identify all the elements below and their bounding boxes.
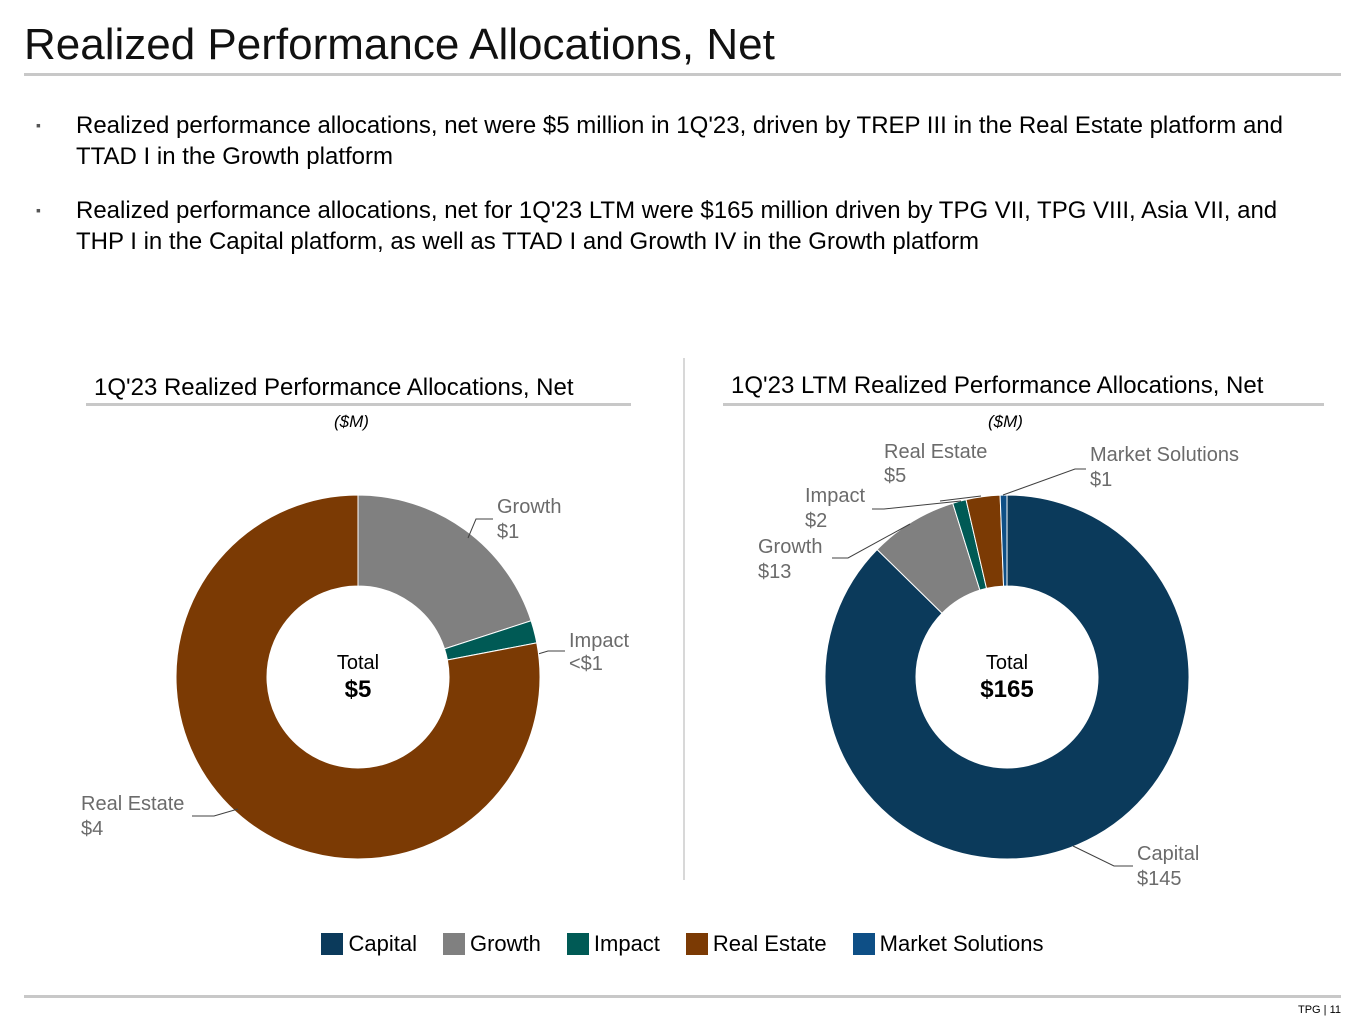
slice-label: Real Estate: [884, 441, 987, 463]
slice-value-label: $4: [81, 818, 103, 840]
donut-center-value: $165: [980, 676, 1033, 703]
bullet-text: Realized performance allocations, net fo…: [76, 197, 1278, 255]
slice-value-label: $145: [1137, 868, 1182, 890]
page-title: Realized Performance Allocations, Net: [24, 20, 775, 69]
legend-swatch: [566, 933, 589, 955]
legend-swatch: [321, 933, 344, 955]
leader-line: [939, 495, 982, 502]
leader-line: [1072, 845, 1133, 867]
slice-value-label: $5: [884, 465, 906, 487]
legend-label: Impact: [593, 931, 660, 956]
legend-swatch: [442, 933, 465, 955]
donut-slice-growth: [357, 494, 532, 650]
legend-label: Market Solutions: [879, 931, 1044, 956]
slice-label: Growth: [758, 536, 822, 558]
bullet-item: ▪ Realized performance allocations, net …: [36, 110, 1326, 172]
slice-label: Impact: [569, 630, 629, 652]
chart-legend: Capital Growth Impact Real Estate Market Sol…: [0, 931, 1365, 957]
slice-label: Capital: [1137, 843, 1199, 865]
chart-1-unit: ($M): [334, 412, 369, 431]
leader-line: [467, 518, 493, 539]
donut-slice-market-solutions: [999, 494, 1008, 587]
slice-label: Real Estate: [81, 793, 184, 815]
title-rule: [24, 73, 1341, 76]
leader-line: [1002, 468, 1086, 496]
donut-center-value: $5: [345, 676, 372, 703]
slice-value-label: $2: [805, 510, 827, 532]
leader-line: [872, 500, 962, 510]
slice-label: Growth: [497, 496, 561, 518]
legend-item-capital: Capital: [321, 931, 417, 957]
chart-2-title: 1Q'23 LTM Realized Performance Allocatio…: [731, 372, 1264, 399]
legend-item-market-solutions: Market Solutions: [852, 931, 1044, 957]
chart-1-title-rule: [86, 403, 631, 406]
legend-label: Capital: [348, 931, 417, 956]
legend-swatch: [852, 933, 875, 955]
bullet-text: Realized performance allocations, net we…: [76, 112, 1283, 170]
legend-label: Real Estate: [712, 931, 827, 956]
leader-line: [537, 650, 565, 655]
legend-item-impact: Impact: [566, 931, 660, 957]
legend-item-real-estate: Real Estate: [685, 931, 827, 957]
slice-value-label: $13: [758, 561, 791, 583]
chart-2-title-rule: [723, 403, 1324, 406]
leader-line: [192, 808, 239, 817]
page-footer: TPG | 11: [1297, 1004, 1341, 1016]
donut-center-label: Total: [337, 652, 379, 674]
bullet-marker: ▪: [36, 202, 41, 218]
slice-value-label: <$1: [569, 653, 603, 675]
chart-2-unit: ($M): [988, 412, 1023, 431]
legend-label: Growth: [469, 931, 541, 956]
slice-value-label: $1: [497, 521, 519, 543]
slice-label: Market Solutions: [1090, 444, 1239, 466]
legend-swatch: [685, 933, 708, 955]
chart-divider: [683, 358, 685, 880]
donut-slice-real-estate: [175, 494, 541, 860]
slice-value-label: $1: [1090, 469, 1112, 491]
bullet-marker: ▪: [36, 117, 41, 133]
bullet-item: ▪ Realized performance allocations, net …: [36, 195, 1326, 257]
legend-item-growth: Growth: [442, 931, 541, 957]
donut-slice-capital: [824, 494, 1190, 860]
bullet-list: ▪ Realized performance allocations, net …: [36, 110, 1326, 280]
donut-center-label: Total: [986, 652, 1028, 674]
leader-line: [832, 523, 911, 559]
footer-rule: [24, 995, 1341, 998]
chart-1-title: 1Q'23 Realized Performance Allocations, …: [94, 374, 574, 401]
slice-label: Impact: [805, 485, 865, 507]
